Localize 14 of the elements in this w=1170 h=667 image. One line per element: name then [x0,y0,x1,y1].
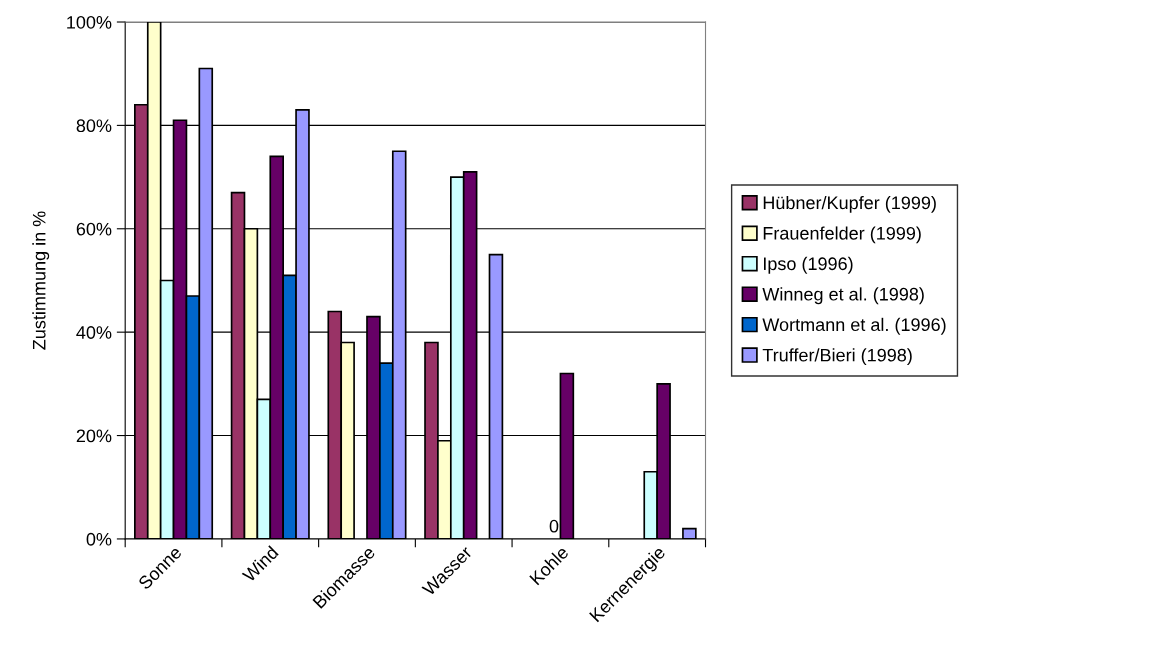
legend-label: Frauenfelder (1999) [763,226,921,244]
legend-label: Hübner/Kupfer (1999) [763,195,936,213]
y-axis-title: Zustimmung in % [32,211,50,350]
legend-label: Ipso (1996) [763,256,853,274]
legend-label: Truffer/Bieri (1998) [762,348,912,366]
y-tick-label: 100% [67,15,112,29]
legend-label: Wortmann et al. (1996) [762,317,946,335]
y-tick-label: 40% [76,326,112,339]
data-label: 0 [549,519,559,533]
y-tick-label: 0% [86,532,112,546]
y-tick-label: 20% [76,429,112,443]
y-tick-label: 60% [76,222,112,236]
y-tick-label: 80% [76,119,112,133]
legend-label: Winneg et al. (1998) [762,287,924,305]
